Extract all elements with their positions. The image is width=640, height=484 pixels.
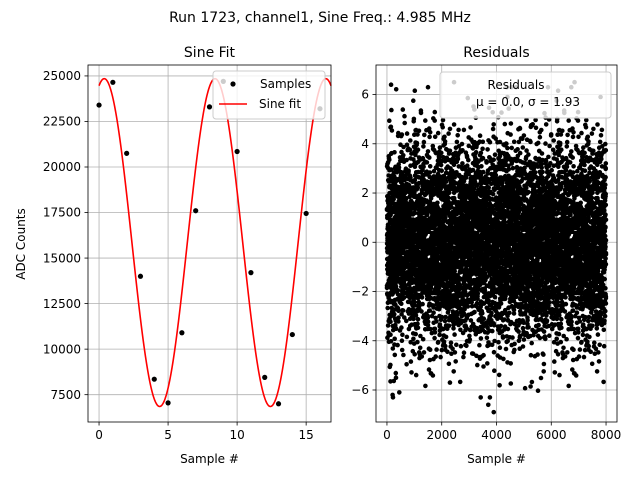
y-tick-label: 4 xyxy=(361,137,369,151)
y-tick-label: −6 xyxy=(351,383,369,397)
x-tick-label: 2000 xyxy=(426,428,457,442)
sine-fit-x-axis-label: Sample # xyxy=(180,452,239,466)
residual-outlier-point xyxy=(447,380,453,385)
x-tick-label: 8000 xyxy=(591,428,622,442)
sine-fit-panel: Sine Fit Sample # ADC Counts 0 5 10 15 7500 1… xyxy=(14,45,332,466)
sample-point xyxy=(124,150,130,156)
residuals-title: Residuals xyxy=(463,45,529,61)
x-tick-label: 15 xyxy=(299,428,314,442)
y-tick-label: 25000 xyxy=(43,69,81,83)
residuals-panel: Residuals Sample # 0 2000 4000 6000 8000 −6 −4… xyxy=(351,45,621,466)
sample-point xyxy=(179,330,185,336)
sample-point xyxy=(96,102,102,108)
legend-samples-label: Samples xyxy=(260,77,311,91)
sample-point xyxy=(303,210,309,217)
sine-fit-legend: Samples Sine fit xyxy=(212,70,326,120)
residual-outlier-point xyxy=(388,82,394,87)
sample-point xyxy=(165,400,171,406)
x-tick-label: 4000 xyxy=(481,428,512,442)
y-tick-label: 10000 xyxy=(43,342,81,356)
sample-point xyxy=(206,104,213,110)
legend-residuals-label: Residuals xyxy=(488,78,545,92)
sine-fit-y-axis-label: ADC Counts xyxy=(14,208,28,280)
sine-fit-legend-box xyxy=(212,70,326,120)
residuals-legend: Residuals μ = 0.0, σ = 1.93 xyxy=(439,71,612,119)
sample-point xyxy=(262,374,268,380)
y-tick-label: 7500 xyxy=(50,388,81,402)
residual-outlier-point xyxy=(485,402,491,408)
sample-point xyxy=(151,376,157,382)
sine-fit-title: Sine Fit xyxy=(184,45,236,61)
sample-point xyxy=(275,401,282,407)
y-tick-label: 20000 xyxy=(43,160,81,174)
residuals-axes-frame xyxy=(375,64,618,423)
sample-point xyxy=(193,208,199,214)
y-tick-label: 17500 xyxy=(43,206,81,220)
sine-fit-grid xyxy=(88,65,331,422)
y-tick-label: −2 xyxy=(351,285,369,299)
residual-points-cloud xyxy=(384,84,609,400)
sine-fit-axis-ticks: 0 5 10 15 7500 10000 12500 15000 17500 20000 22500… xyxy=(43,69,314,442)
residual-outlier-point xyxy=(390,395,396,400)
x-tick-label: 0 xyxy=(383,428,391,442)
y-tick-label: −4 xyxy=(351,334,369,348)
x-tick-label: 5 xyxy=(164,428,172,442)
residuals-x-axis-label: Sample # xyxy=(467,452,526,466)
y-tick-label: 2 xyxy=(361,186,369,200)
legend-samples-marker xyxy=(230,81,236,87)
residuals-legend-box xyxy=(439,71,612,119)
y-tick-label: 0 xyxy=(361,235,369,249)
sample-point xyxy=(137,273,144,279)
x-tick-label: 0 xyxy=(95,428,103,442)
legend-sine-fit-label: Sine fit xyxy=(259,97,301,111)
residuals-axis-ticks: 0 2000 4000 6000 8000 −6 −4 −2 0 2 4 6 xyxy=(351,88,621,442)
y-tick-label: 12500 xyxy=(43,297,81,311)
residual-outlier-point xyxy=(491,409,497,415)
x-tick-label: 10 xyxy=(229,428,244,442)
y-tick-label: 15000 xyxy=(43,251,81,265)
legend-residuals-stats: μ = 0.0, σ = 1.93 xyxy=(476,95,580,109)
y-tick-label: 22500 xyxy=(43,115,81,129)
sample-point xyxy=(234,148,240,155)
sample-point xyxy=(289,331,295,338)
sine-fit-axes-frame xyxy=(87,64,332,423)
figure-suptitle: Run 1723, channel1, Sine Freq.: 4.985 MH… xyxy=(169,10,471,26)
sample-point xyxy=(110,79,116,85)
y-tick-label: 6 xyxy=(361,88,369,102)
x-tick-label: 6000 xyxy=(536,428,567,442)
sample-point xyxy=(248,270,254,276)
